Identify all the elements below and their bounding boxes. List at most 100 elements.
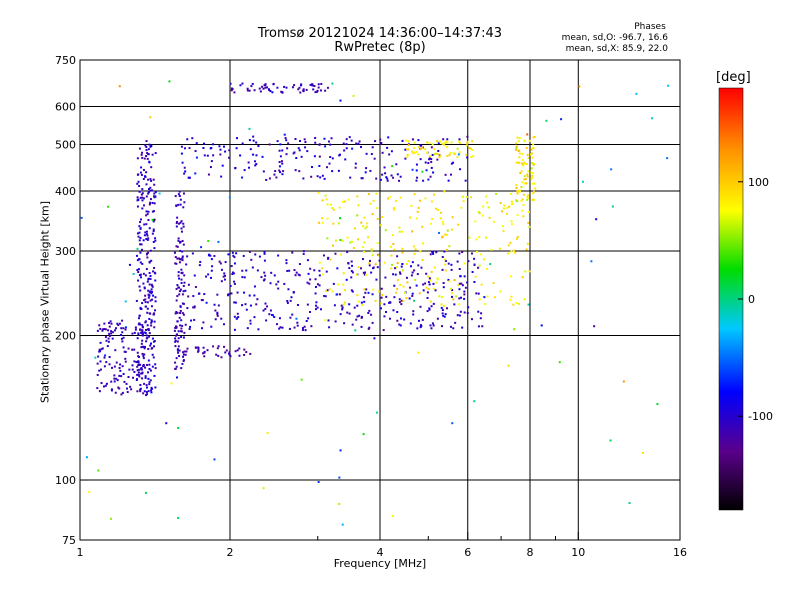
data-point [181,256,184,259]
data-point [351,290,354,293]
data-point [306,259,309,262]
data-point [153,218,156,221]
data-point [428,155,431,158]
data-point [281,149,284,152]
data-point [383,303,386,306]
data-point [466,281,469,284]
data-point [425,286,428,289]
data-point [254,164,257,167]
data-point [414,151,417,154]
data-point [581,180,584,183]
data-point [145,155,148,158]
data-point [521,158,524,161]
data-point [486,267,489,270]
data-point [434,289,437,292]
data-point [182,290,185,293]
data-point [245,269,248,272]
data-point [142,392,145,395]
data-point [141,302,144,305]
data-point [365,273,368,276]
data-point [138,190,141,193]
data-point [628,502,631,505]
data-point [150,283,153,286]
data-point [523,298,526,301]
data-point [134,328,137,331]
data-point [376,266,379,269]
data-point [177,337,180,340]
data-point [413,252,416,255]
data-point [177,330,180,333]
data-point [339,313,342,316]
data-point [264,274,267,277]
data-point [440,211,443,214]
data-point [145,233,148,236]
data-point [389,245,392,248]
data-point [281,91,284,94]
data-point [512,249,515,252]
data-point [390,150,393,153]
data-point [147,335,150,338]
data-point [107,329,110,332]
data-point [354,166,357,169]
data-point [302,177,305,180]
data-point [420,148,423,151]
data-point [373,337,376,340]
data-point [326,217,329,220]
data-point [154,309,157,312]
data-point [360,177,363,180]
data-point [153,271,156,274]
data-point [141,377,144,380]
data-point [432,302,435,305]
data-point [410,150,413,153]
data-point [262,87,265,90]
data-point [293,84,296,87]
data-point [194,150,197,153]
data-point [277,280,280,283]
data-point [343,301,346,304]
data-point [446,141,449,144]
data-point [191,137,194,140]
data-point [437,149,440,152]
data-point [179,330,182,333]
data-point [186,307,189,310]
data-point [151,365,154,368]
data-point [261,155,264,158]
data-point [463,290,466,293]
data-point [415,284,418,287]
data-point [336,267,339,270]
data-point [107,340,110,343]
data-point [388,301,391,304]
data-point [418,146,421,149]
data-point [149,344,152,347]
data-point [416,210,419,213]
data-point [149,379,152,382]
data-point [140,166,143,169]
data-point [233,328,236,331]
data-point [139,221,142,224]
data-point [308,282,311,285]
data-point [372,288,375,291]
data-point [144,376,147,379]
data-point [430,158,433,161]
data-point [152,178,155,181]
data-point [326,86,329,89]
data-point [165,422,168,425]
data-point [419,250,422,253]
data-point [136,361,139,364]
data-point [413,193,416,196]
data-point [322,254,325,257]
data-point [458,268,461,271]
data-point [222,275,225,278]
data-point [216,347,219,350]
data-point [523,175,526,178]
data-point [230,292,233,295]
data-point [511,202,514,205]
data-point [182,313,185,316]
data-point [180,152,183,155]
data-point [479,253,482,256]
data-point [401,251,404,254]
data-point [439,217,442,220]
data-point [117,386,120,389]
data-point [342,272,345,275]
data-point [136,390,139,393]
